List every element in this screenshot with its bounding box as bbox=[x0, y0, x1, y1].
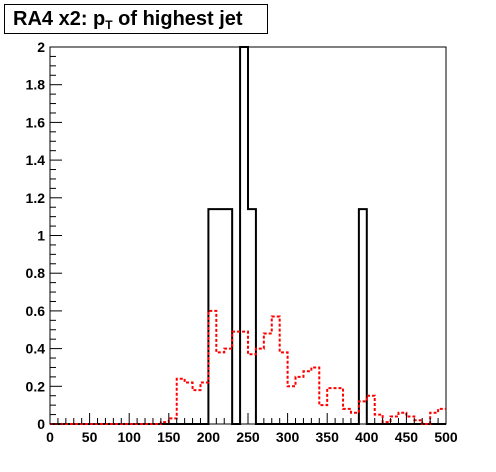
x-tick-label: 400 bbox=[355, 429, 379, 445]
y-tick-label: 0.4 bbox=[26, 341, 46, 357]
y-tick-label: 0.6 bbox=[26, 303, 46, 319]
title-subscript: T bbox=[105, 18, 113, 32]
x-tick-label: 450 bbox=[395, 429, 419, 445]
y-tick-label: 1.6 bbox=[26, 114, 46, 130]
title-main: RA4 x2: p bbox=[13, 8, 106, 30]
x-tick-label: 100 bbox=[118, 429, 142, 445]
series-layer bbox=[50, 46, 446, 425]
x-tick-label: 300 bbox=[276, 429, 300, 445]
y-tick-label: 1.2 bbox=[26, 190, 46, 206]
x-tick-label: 150 bbox=[157, 429, 181, 445]
x-tick-label: 500 bbox=[434, 429, 458, 445]
x-tick-label: 0 bbox=[46, 429, 54, 445]
y-axis: 0 0.2 0.4 0.6 0.8 1 1.2 1.4 1.6 1.8 2 bbox=[26, 39, 62, 432]
series-line-0 bbox=[50, 46, 446, 425]
chart-title: RA4 x2: pT of highest jet bbox=[13, 8, 243, 32]
x-tick-label: 350 bbox=[316, 429, 340, 445]
y-tick-label: 1.8 bbox=[26, 77, 46, 93]
x-tick-label: 50 bbox=[82, 429, 98, 445]
y-tick-label: 1.4 bbox=[26, 152, 46, 168]
y-tick-label: 0 bbox=[37, 416, 45, 432]
x-tick-label: 200 bbox=[197, 429, 221, 445]
y-tick-label: 0.2 bbox=[26, 378, 46, 394]
x-axis: 0 50 100 150 200 250 300 350 400 450 500 bbox=[46, 413, 458, 445]
y-tick-label: 0.8 bbox=[26, 265, 46, 281]
y-tick-label: 2 bbox=[37, 39, 45, 55]
title-box: RA4 x2: pT of highest jet bbox=[4, 4, 268, 34]
x-tick-label: 250 bbox=[236, 429, 260, 445]
y-tick-label: 1 bbox=[37, 228, 45, 244]
title-rest: of highest jet bbox=[112, 8, 243, 30]
series-line-1 bbox=[50, 309, 446, 425]
